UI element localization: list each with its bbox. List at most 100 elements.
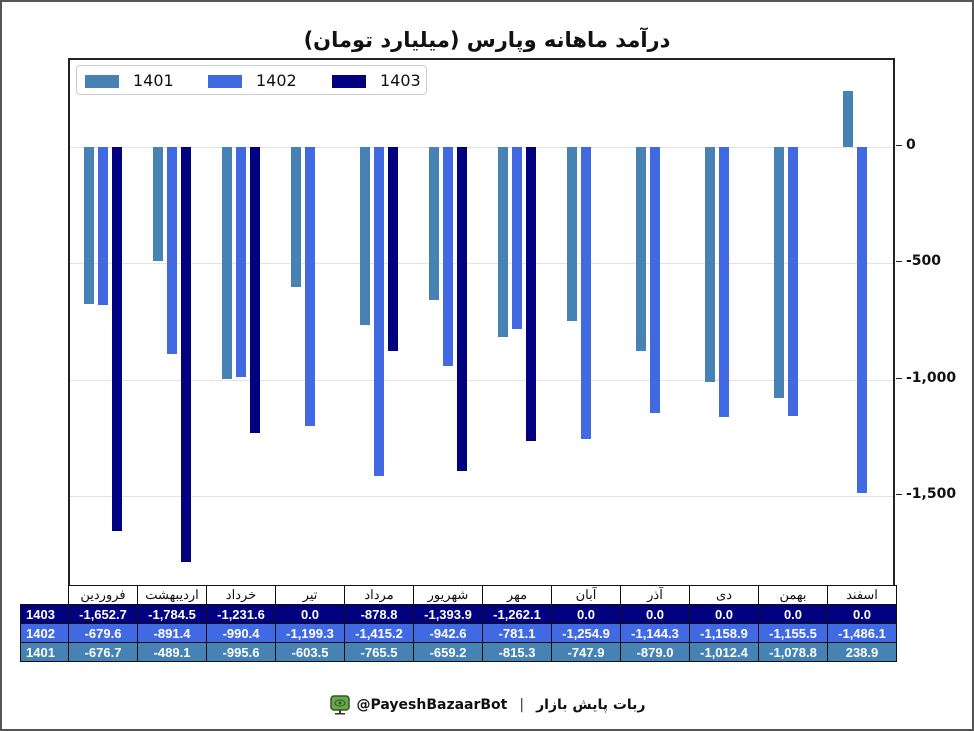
legend-swatch-1401 bbox=[85, 74, 119, 88]
bar-1402-9 bbox=[719, 147, 729, 417]
table-cell: -781.1 bbox=[482, 623, 552, 643]
legend: 1401 1402 1403 bbox=[76, 65, 427, 95]
table-cell: -1,784.5 bbox=[137, 604, 207, 624]
table-cell: -815.3 bbox=[482, 642, 552, 662]
legend-swatch-1403 bbox=[332, 74, 366, 88]
table-cell: -1,254.9 bbox=[551, 623, 621, 643]
table-row-label: 1401 bbox=[20, 642, 69, 662]
table-row-1403: 1403 -1,652.7 -1,784.5 -1,231.6 0.0 -878.8 -1,… bbox=[20, 604, 897, 624]
legend-label-1401: 1401 bbox=[133, 71, 174, 90]
table-month-header: شهریور bbox=[413, 585, 483, 605]
bar-1402-4 bbox=[374, 147, 384, 477]
bar-1402-2 bbox=[236, 147, 246, 378]
bar-1401-3 bbox=[291, 147, 301, 288]
gridline bbox=[70, 147, 893, 148]
bar-1403-2 bbox=[250, 147, 260, 434]
bar-1402-10 bbox=[788, 147, 798, 416]
table-month-header: مرداد bbox=[344, 585, 414, 605]
table-cell: -1,486.1 bbox=[827, 623, 897, 643]
bar-1401-11 bbox=[843, 91, 853, 147]
table-cell: -1,199.3 bbox=[275, 623, 345, 643]
y-tick-label: -1,500 bbox=[906, 485, 957, 502]
table-month-header: تیر bbox=[275, 585, 345, 605]
bar-1403-4 bbox=[388, 147, 398, 352]
chart-title: درآمد ماهانه وپارس (میلیارد تومان) bbox=[303, 28, 671, 52]
legend-swatch-1402 bbox=[208, 74, 242, 88]
table-cell: 0.0 bbox=[827, 604, 897, 624]
table-month-header: خرداد bbox=[206, 585, 276, 605]
table-month-header: دی bbox=[689, 585, 759, 605]
bar-1403-0 bbox=[112, 147, 122, 532]
gridline bbox=[70, 495, 893, 497]
table-month-header: اردیبهشت bbox=[137, 585, 207, 605]
table-cell: -765.5 bbox=[344, 642, 414, 662]
y-tick bbox=[896, 377, 902, 379]
legend-label-1402: 1402 bbox=[256, 71, 297, 90]
bar-1402-11 bbox=[857, 147, 867, 493]
y-tick-label: -1,000 bbox=[906, 369, 957, 386]
bar-1401-1 bbox=[153, 147, 163, 261]
table-row-label: 1402 bbox=[20, 623, 69, 643]
table-cell: -1,415.2 bbox=[344, 623, 414, 643]
data-table: فروردین اردیبهشت خرداد تیر مرداد شهریور مهر آبا… bbox=[20, 585, 897, 662]
table-cell: -1,155.5 bbox=[758, 623, 828, 643]
table-cell: -679.6 bbox=[68, 623, 138, 643]
bar-1403-1 bbox=[181, 147, 191, 563]
table-month-header: آبان bbox=[551, 585, 621, 605]
table-cell: -990.4 bbox=[206, 623, 276, 643]
table-cell: 0.0 bbox=[551, 604, 621, 624]
table-cell: -1,144.3 bbox=[620, 623, 690, 643]
legend-item-1403: 1403 bbox=[332, 73, 421, 89]
table-cell: 0.0 bbox=[620, 604, 690, 624]
table-cell: -878.8 bbox=[344, 604, 414, 624]
footer: @PayeshBazaarBot | ربات پایش بازار bbox=[0, 694, 974, 716]
table-cell: -1,158.9 bbox=[689, 623, 759, 643]
y-tick-label: -500 bbox=[906, 253, 942, 270]
table-cell: -659.2 bbox=[413, 642, 483, 662]
bar-1401-8 bbox=[636, 147, 646, 352]
table-corner bbox=[20, 585, 69, 605]
y-tick bbox=[896, 261, 902, 263]
bar-1401-4 bbox=[360, 147, 370, 326]
bar-1402-5 bbox=[443, 147, 453, 367]
table-row-1402: 1402 -679.6 -891.4 -990.4 -1,199.3 -1,415.2 -9… bbox=[20, 623, 897, 643]
table-month-header: مهر bbox=[482, 585, 552, 605]
table-cell: 0.0 bbox=[689, 604, 759, 624]
table-cell: -676.7 bbox=[68, 642, 138, 662]
bar-1401-2 bbox=[222, 147, 232, 379]
y-tick-label: 0 bbox=[906, 137, 916, 153]
bar-1402-7 bbox=[581, 147, 591, 439]
table-header-row: فروردین اردیبهشت خرداد تیر مرداد شهریور مهر آبا… bbox=[20, 585, 897, 605]
bar-1402-1 bbox=[167, 147, 177, 355]
bar-1402-0 bbox=[98, 147, 108, 306]
bar-1402-8 bbox=[650, 147, 660, 414]
bar-1403-5 bbox=[457, 147, 467, 472]
bar-1401-7 bbox=[567, 147, 577, 321]
plot-area bbox=[68, 58, 895, 585]
bar-1403-6 bbox=[526, 147, 536, 441]
table-cell: -1,652.7 bbox=[68, 604, 138, 624]
bar-1401-10 bbox=[774, 147, 784, 398]
table-cell: -1,262.1 bbox=[482, 604, 552, 624]
table-cell: -1,231.6 bbox=[206, 604, 276, 624]
table-cell: -891.4 bbox=[137, 623, 207, 643]
table-cell: -747.9 bbox=[551, 642, 621, 662]
bar-1401-5 bbox=[429, 147, 439, 301]
table-month-header: آذر bbox=[620, 585, 690, 605]
table-cell: 0.0 bbox=[758, 604, 828, 624]
gridline bbox=[70, 379, 893, 381]
y-tick bbox=[896, 145, 902, 146]
table-cell: -995.6 bbox=[206, 642, 276, 662]
gridline bbox=[70, 263, 893, 265]
bar-1401-6 bbox=[498, 147, 508, 337]
table-month-header: اسفند bbox=[827, 585, 897, 605]
table-cell: -1,012.4 bbox=[689, 642, 759, 662]
table-cell: 238.9 bbox=[827, 642, 897, 662]
table-cell: -489.1 bbox=[137, 642, 207, 662]
bar-1402-3 bbox=[305, 147, 315, 426]
bar-1401-0 bbox=[84, 147, 94, 305]
table-month-header: فروردین bbox=[68, 585, 138, 605]
table-cell: -1,393.9 bbox=[413, 604, 483, 624]
legend-item-1401: 1401 bbox=[85, 73, 174, 89]
bot-name: ربات پایش بازار bbox=[536, 697, 646, 713]
